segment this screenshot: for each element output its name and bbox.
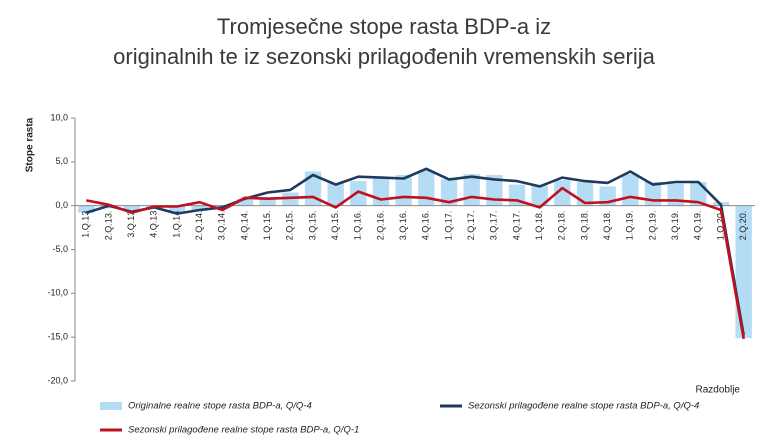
chart-title: originalnih te iz sezonski prilagođenih … <box>113 44 655 69</box>
bar <box>622 174 639 206</box>
x-tick-label: 2.Q.14. <box>194 211 204 241</box>
x-tick-label: 4.Q.18. <box>602 211 612 241</box>
chart-title: Tromjesečne stope rasta BDP-a iz <box>217 14 551 39</box>
x-tick-label: 4.Q.15. <box>330 211 340 241</box>
y-tick-label: -5,0 <box>52 244 68 254</box>
y-tick-label: 0,0 <box>55 200 68 210</box>
bar <box>372 176 390 206</box>
bar <box>350 181 367 206</box>
x-tick-label: 2.Q.19. <box>647 211 657 241</box>
bar <box>191 205 208 211</box>
x-tick-label: 1.Q.16. <box>353 211 363 241</box>
bar <box>78 205 95 213</box>
y-tick-label: 10,0 <box>50 112 68 122</box>
x-tick-label: 2.Q.17. <box>466 211 476 241</box>
x-tick-label: 4.Q.16. <box>421 211 431 241</box>
bar <box>531 185 548 206</box>
legend-label: Originalne realne stope rasta BDP-a, Q/Q… <box>128 401 312 412</box>
x-tick-label: 3.Q.18. <box>579 211 589 241</box>
bar <box>259 196 276 206</box>
x-tick-label: 1.Q.14 <box>171 211 181 238</box>
x-axis-label: Razdoblje <box>696 385 741 396</box>
x-tick-label: 3.Q.13 <box>126 211 136 238</box>
x-tick-label: 1.Q.18. <box>534 211 544 241</box>
line <box>86 186 745 340</box>
legend-label: Sezonski prilagođene realne stope rasta … <box>128 425 359 436</box>
bar <box>463 174 480 206</box>
bar <box>440 179 458 206</box>
bar <box>554 180 571 206</box>
line <box>85 167 745 336</box>
x-tick-label: 4.Q.14. <box>239 211 249 241</box>
y-tick-label: -10,0 <box>47 288 68 298</box>
x-tick-label: 2.Q.18. <box>557 211 567 241</box>
bar <box>123 205 140 211</box>
bar <box>236 198 254 206</box>
x-tick-label: 1.Q.20. <box>715 211 725 241</box>
y-tick-label: 5,0 <box>55 156 68 166</box>
bar <box>168 205 186 213</box>
bar <box>327 182 344 206</box>
y-tick-label: -15,0 <box>47 332 68 342</box>
x-tick-label: 4.Q.13 <box>149 211 159 238</box>
y-axis-label: Stope rasta <box>25 117 36 172</box>
x-tick-label: 2.Q.16. <box>375 211 385 241</box>
x-tick-label: 4.Q.19. <box>693 211 703 241</box>
x-tick-label: 3.Q.16. <box>398 211 408 241</box>
x-tick-label: 2.Q.20. <box>738 211 748 241</box>
x-tick-label: 2.Q.13. <box>103 211 113 241</box>
x-tick-label: 2.Q.15. <box>285 211 295 241</box>
bar <box>418 170 435 206</box>
x-tick-label: 3.Q.14. <box>217 211 227 241</box>
legend-label: Sezonski prilagođene realne stope rasta … <box>468 401 699 412</box>
legend-swatch <box>100 402 122 410</box>
x-tick-label: 1.Q.19. <box>625 211 635 241</box>
y-tick-label: -20,0 <box>47 375 68 385</box>
x-tick-label: 3.Q.17. <box>489 211 499 241</box>
x-tick-label: 4.Q.17. <box>511 211 521 241</box>
x-tick-label: 1.Q.15. <box>262 211 272 241</box>
x-tick-label: 1.Q.13 <box>81 211 91 238</box>
x-tick-label: 3.Q.19. <box>670 211 680 241</box>
x-tick-label: 1.Q.17. <box>443 211 453 241</box>
x-tick-label: 3.Q.15. <box>307 211 317 241</box>
bar <box>667 183 684 206</box>
